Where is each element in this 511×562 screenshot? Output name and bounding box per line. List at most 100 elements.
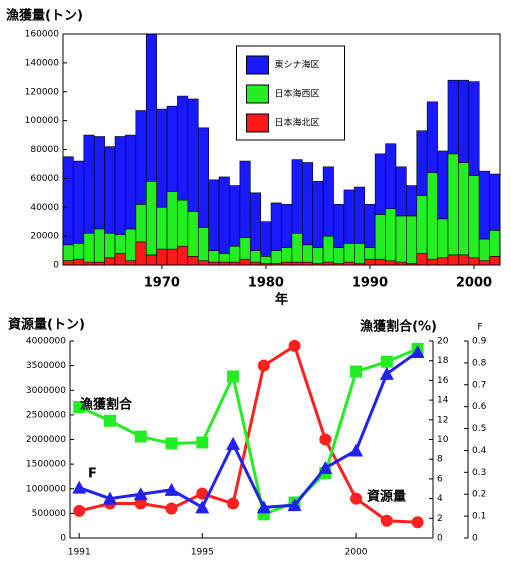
legend-swatch	[246, 113, 269, 133]
y-tick-label: 0	[60, 534, 66, 544]
bar-segment	[468, 257, 480, 266]
series-label: F	[88, 467, 97, 482]
bar-segment	[354, 186, 366, 244]
bar-segment	[249, 192, 261, 251]
point	[227, 497, 240, 510]
point	[350, 492, 363, 505]
bar-segment	[187, 211, 199, 257]
y3-tick-label: 0.2	[472, 490, 486, 500]
point	[350, 365, 363, 378]
bar-segment	[447, 254, 459, 266]
y2-tick-label: 4	[437, 494, 443, 504]
y2-axis-label: 漁獲割合(%)	[360, 319, 437, 335]
y3-tick-label: 0.6	[472, 402, 487, 412]
bar-segment	[187, 98, 199, 212]
y2-tick-label: 8	[437, 455, 443, 465]
point	[226, 436, 241, 450]
bar-segment	[239, 237, 251, 260]
y-tick-label: 3500000	[26, 361, 66, 371]
bar-segment	[489, 173, 501, 231]
bar-segment	[166, 248, 178, 266]
bar-segment	[312, 247, 324, 264]
bar-segment	[385, 260, 397, 266]
bar-segment	[260, 221, 272, 257]
point	[72, 480, 87, 494]
legend-label: 日本海北区	[275, 117, 320, 129]
bar-segment	[416, 195, 428, 254]
point	[196, 436, 209, 449]
bar-segment	[406, 215, 418, 264]
bar-segment	[62, 260, 74, 266]
bar-segment	[281, 247, 293, 263]
series-label: 資源量	[367, 489, 406, 505]
y3-tick-label: 0.5	[472, 424, 486, 434]
x-tick-label: 1970	[144, 276, 180, 291]
point	[73, 504, 86, 517]
point	[134, 430, 147, 443]
bar-segment	[166, 191, 178, 250]
y-tick-label: 100000	[25, 116, 60, 126]
bar-segment	[73, 258, 85, 266]
bar-segment	[104, 146, 116, 234]
bar-segment	[468, 175, 480, 259]
bar-segment	[478, 238, 490, 261]
bar-segment	[114, 253, 126, 266]
bar-segment	[354, 243, 366, 264]
bar-segment	[458, 79, 470, 163]
bar-segment	[114, 234, 126, 254]
y2-tick-label: 20	[437, 337, 449, 347]
bar-segment	[478, 170, 490, 240]
x-tick-label: 2000	[456, 276, 492, 291]
bar-segment	[135, 110, 147, 205]
x-tick-label: 1980	[248, 276, 284, 291]
bar-segment	[416, 253, 428, 266]
point	[164, 482, 179, 496]
bar-segment	[426, 101, 438, 173]
bar-segment	[125, 134, 137, 230]
y3-tick-label: 0.4	[472, 446, 487, 456]
y2-tick-label: 18	[437, 356, 449, 366]
point	[103, 414, 116, 427]
bar-segment	[93, 228, 105, 263]
bar-segment	[125, 228, 137, 261]
bar-segment	[437, 218, 449, 259]
point	[380, 355, 393, 368]
bar-segment	[260, 256, 272, 264]
point	[287, 498, 302, 512]
bar-segment	[312, 180, 324, 248]
x-tick-label: 1991	[68, 548, 91, 558]
bar-segment	[83, 134, 95, 234]
y-tick-label: 1000000	[26, 484, 66, 494]
bar-segment	[374, 258, 386, 266]
bar-segment	[447, 79, 459, 155]
y2-tick-label: 16	[437, 376, 449, 386]
bar-segment	[177, 199, 189, 247]
bar-segment	[73, 243, 85, 260]
bar-segment	[83, 232, 95, 263]
y2-tick-label: 14	[437, 396, 449, 406]
bar-segment	[270, 202, 282, 251]
bar-segment	[104, 257, 116, 266]
bar-segment	[437, 257, 449, 266]
point	[411, 516, 424, 529]
bar-segment	[385, 208, 397, 261]
point	[134, 497, 147, 510]
bar-segment	[447, 153, 459, 256]
bar-segment	[322, 166, 334, 237]
bar-segment	[166, 105, 178, 192]
y-tick-label: 2000000	[26, 435, 66, 445]
bar-segment	[385, 143, 397, 209]
bar-segment	[489, 256, 501, 266]
y3-tick-label: 0	[472, 534, 478, 544]
bar-segment	[395, 215, 407, 263]
bar-segment	[135, 204, 147, 243]
bar-segment	[114, 136, 126, 235]
bar-segment	[437, 150, 449, 220]
y-tick-label: 120000	[25, 87, 60, 97]
y-tick-label: 500000	[32, 509, 67, 519]
bar-segment	[364, 204, 376, 248]
point	[73, 400, 86, 413]
point	[410, 344, 425, 358]
bar-segment	[218, 253, 230, 263]
